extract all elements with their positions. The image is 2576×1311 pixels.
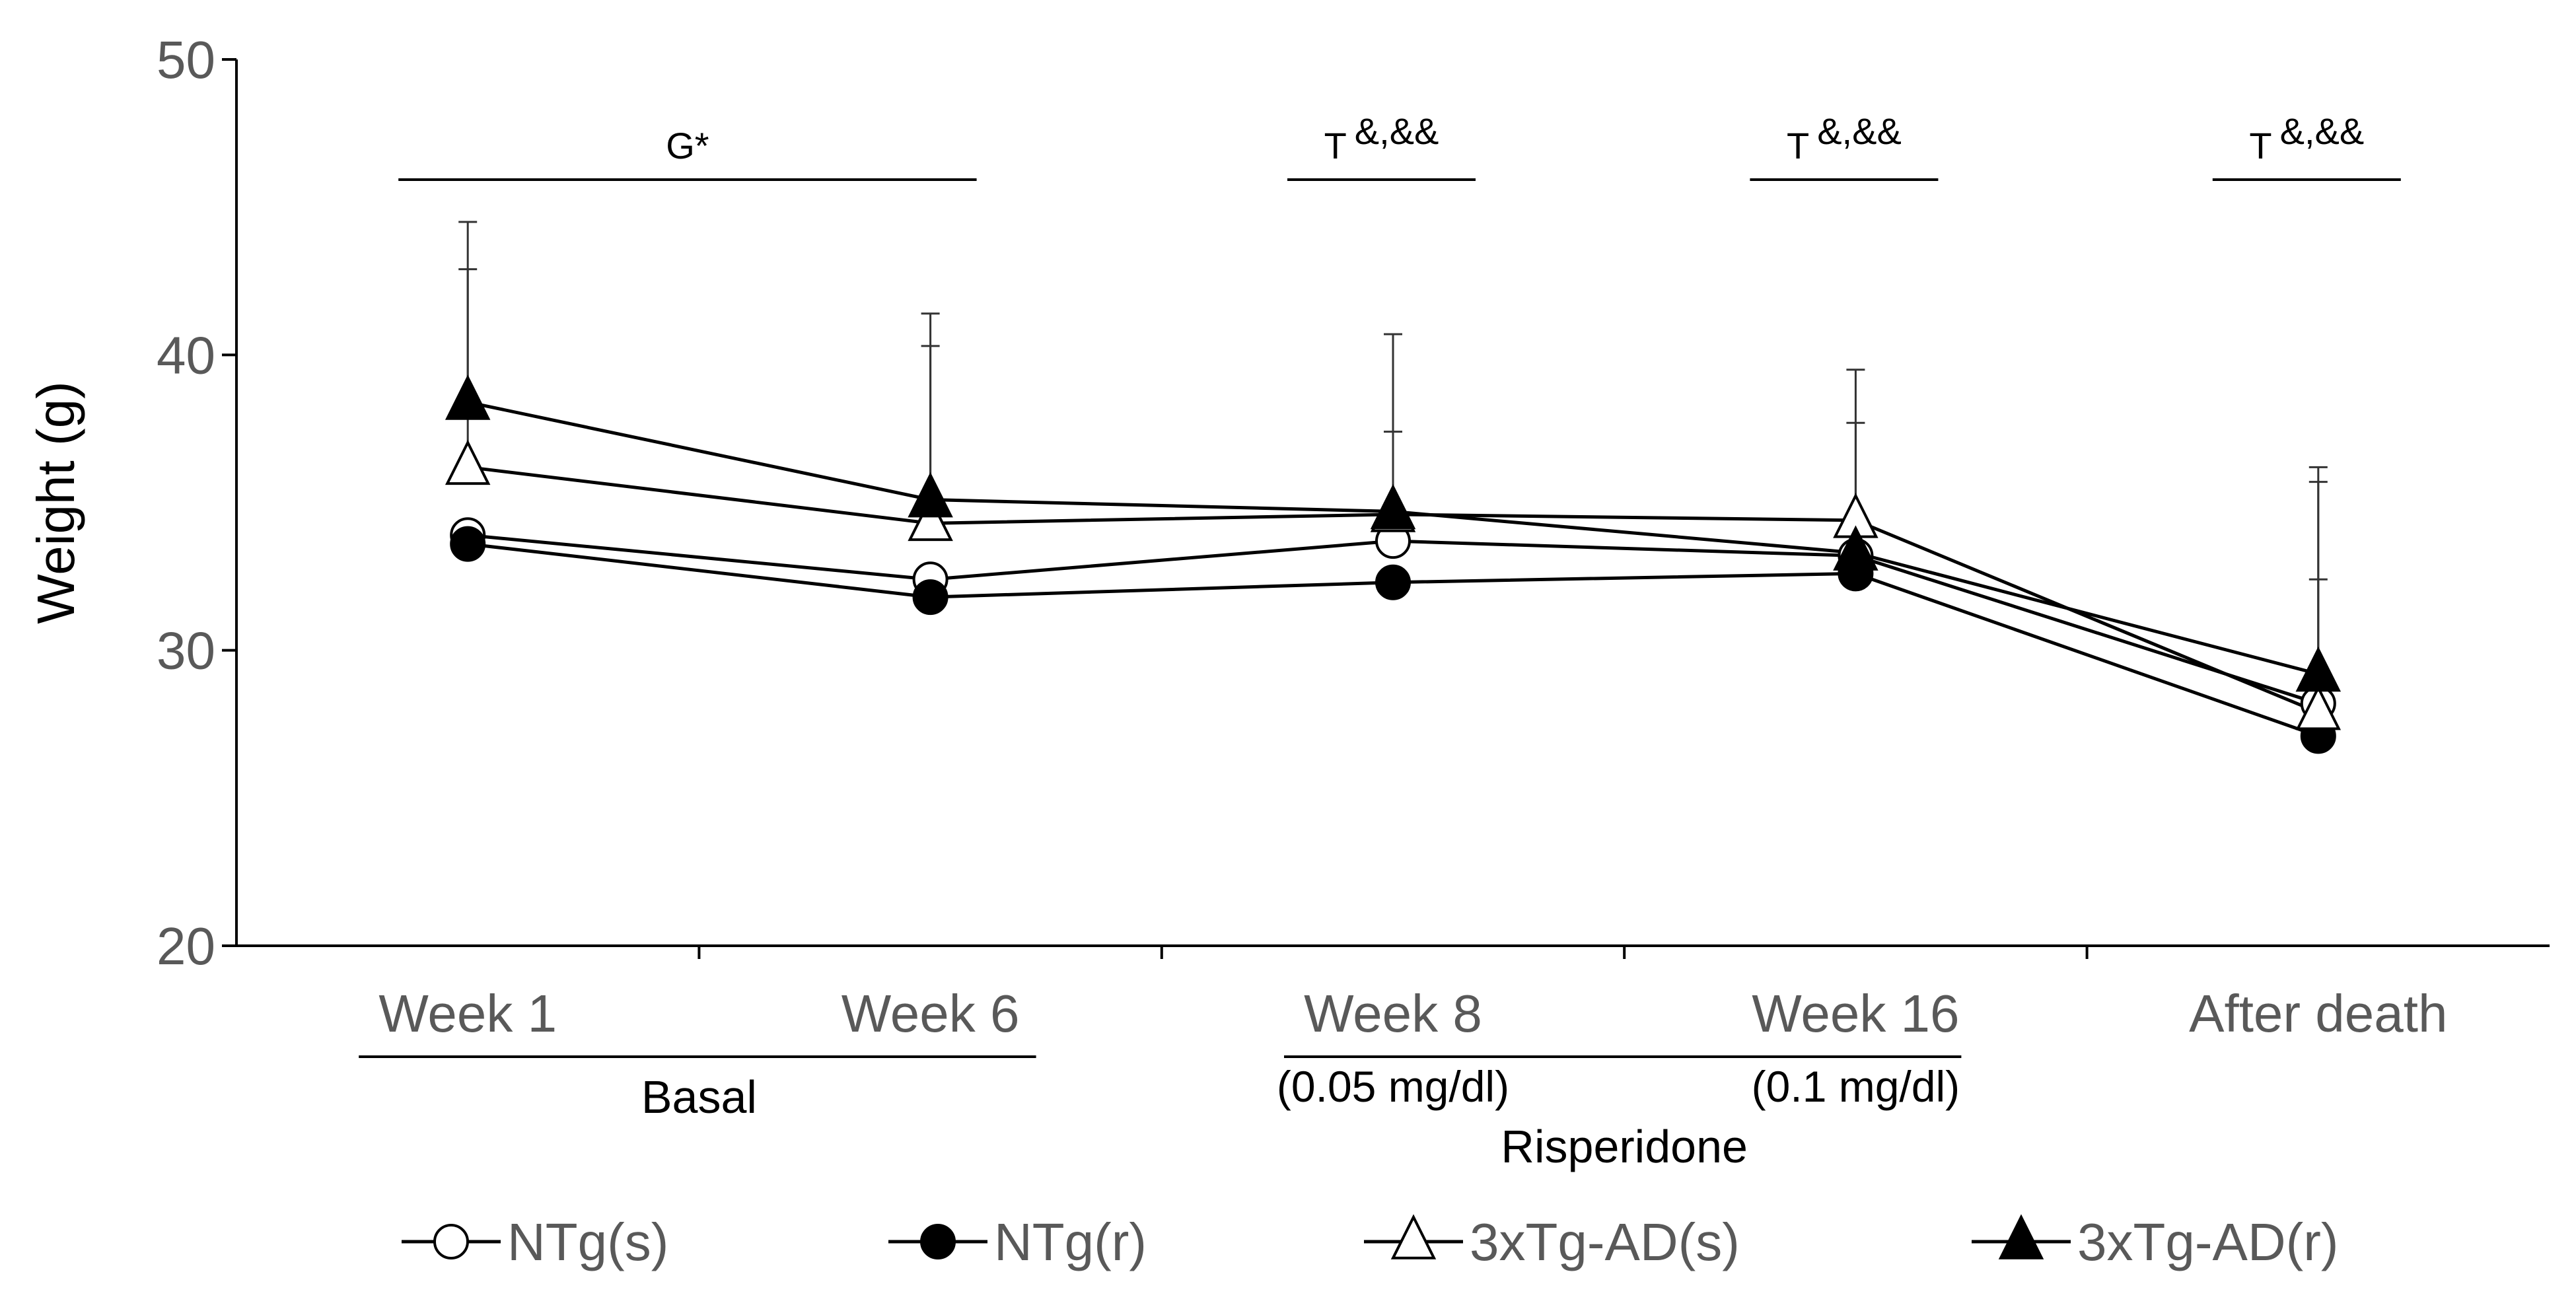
data-point [1833,525,1878,571]
category-sublabel: (0.1 mg/dl) [1752,1062,1960,1111]
x-tick-label: Week 16 [1752,984,1959,1043]
data-point [2295,646,2342,692]
significance-label: T &,&& [2249,110,2364,166]
significance-label: G* [666,125,709,166]
legend-marker [1390,1214,1437,1259]
group-label: Risperidone [1501,1121,1748,1172]
axes: 20 30 40 50 Week 1 Week 6 Week 8 Week 16 After d… [26,30,2550,1043]
significance-label: T &,&& [1787,110,1902,166]
data-point [2295,684,2342,730]
category-sublabel: (0.05 mg/dl) [1277,1062,1509,1111]
error-bars [458,221,2328,736]
data-point [445,439,491,485]
data-point [450,526,486,562]
significance-annotations: G* T &,&& T &,&& T &,&& [398,110,2401,181]
legend: NTg(s) NTg(r) 3xTg-AD(s) 3xTg-AD(r) [402,1213,2339,1271]
x-tick-label: After death [2189,984,2447,1043]
x-tick-label: Week 6 [841,984,1020,1043]
legend-marker [1998,1214,2044,1259]
legend-marker [920,1224,956,1259]
category-groups: Basal Risperidone (0.05 mg/dl) (0.1 mg/dl) [359,1055,1962,1172]
legend-label: NTg(s) [507,1213,668,1271]
legend-label: 3xTg-AD(r) [2077,1213,2339,1271]
legend-label: 3xTg-AD(s) [1470,1213,1740,1271]
group-label: Basal [641,1071,757,1123]
data-point [1370,483,1416,530]
y-tick-label: 20 [157,917,215,975]
y-tick-label: 40 [157,326,215,384]
legend-label: NTg(r) [994,1213,1147,1271]
significance-label: T &,&& [1324,110,1439,166]
legend-marker [433,1224,469,1259]
y-tick-label: 50 [157,30,215,89]
data-point [445,374,491,420]
y-axis-label: Weight (g) [26,381,85,624]
data-point [908,495,953,542]
y-tick-label: 30 [157,621,215,680]
data-point [1375,564,1411,600]
data-point [908,472,953,518]
series-markers [445,374,2342,754]
series-line [467,533,2319,705]
x-tick-label: Week 1 [378,984,557,1043]
data-point [912,579,948,616]
x-tick-label: Week 8 [1304,984,1482,1043]
